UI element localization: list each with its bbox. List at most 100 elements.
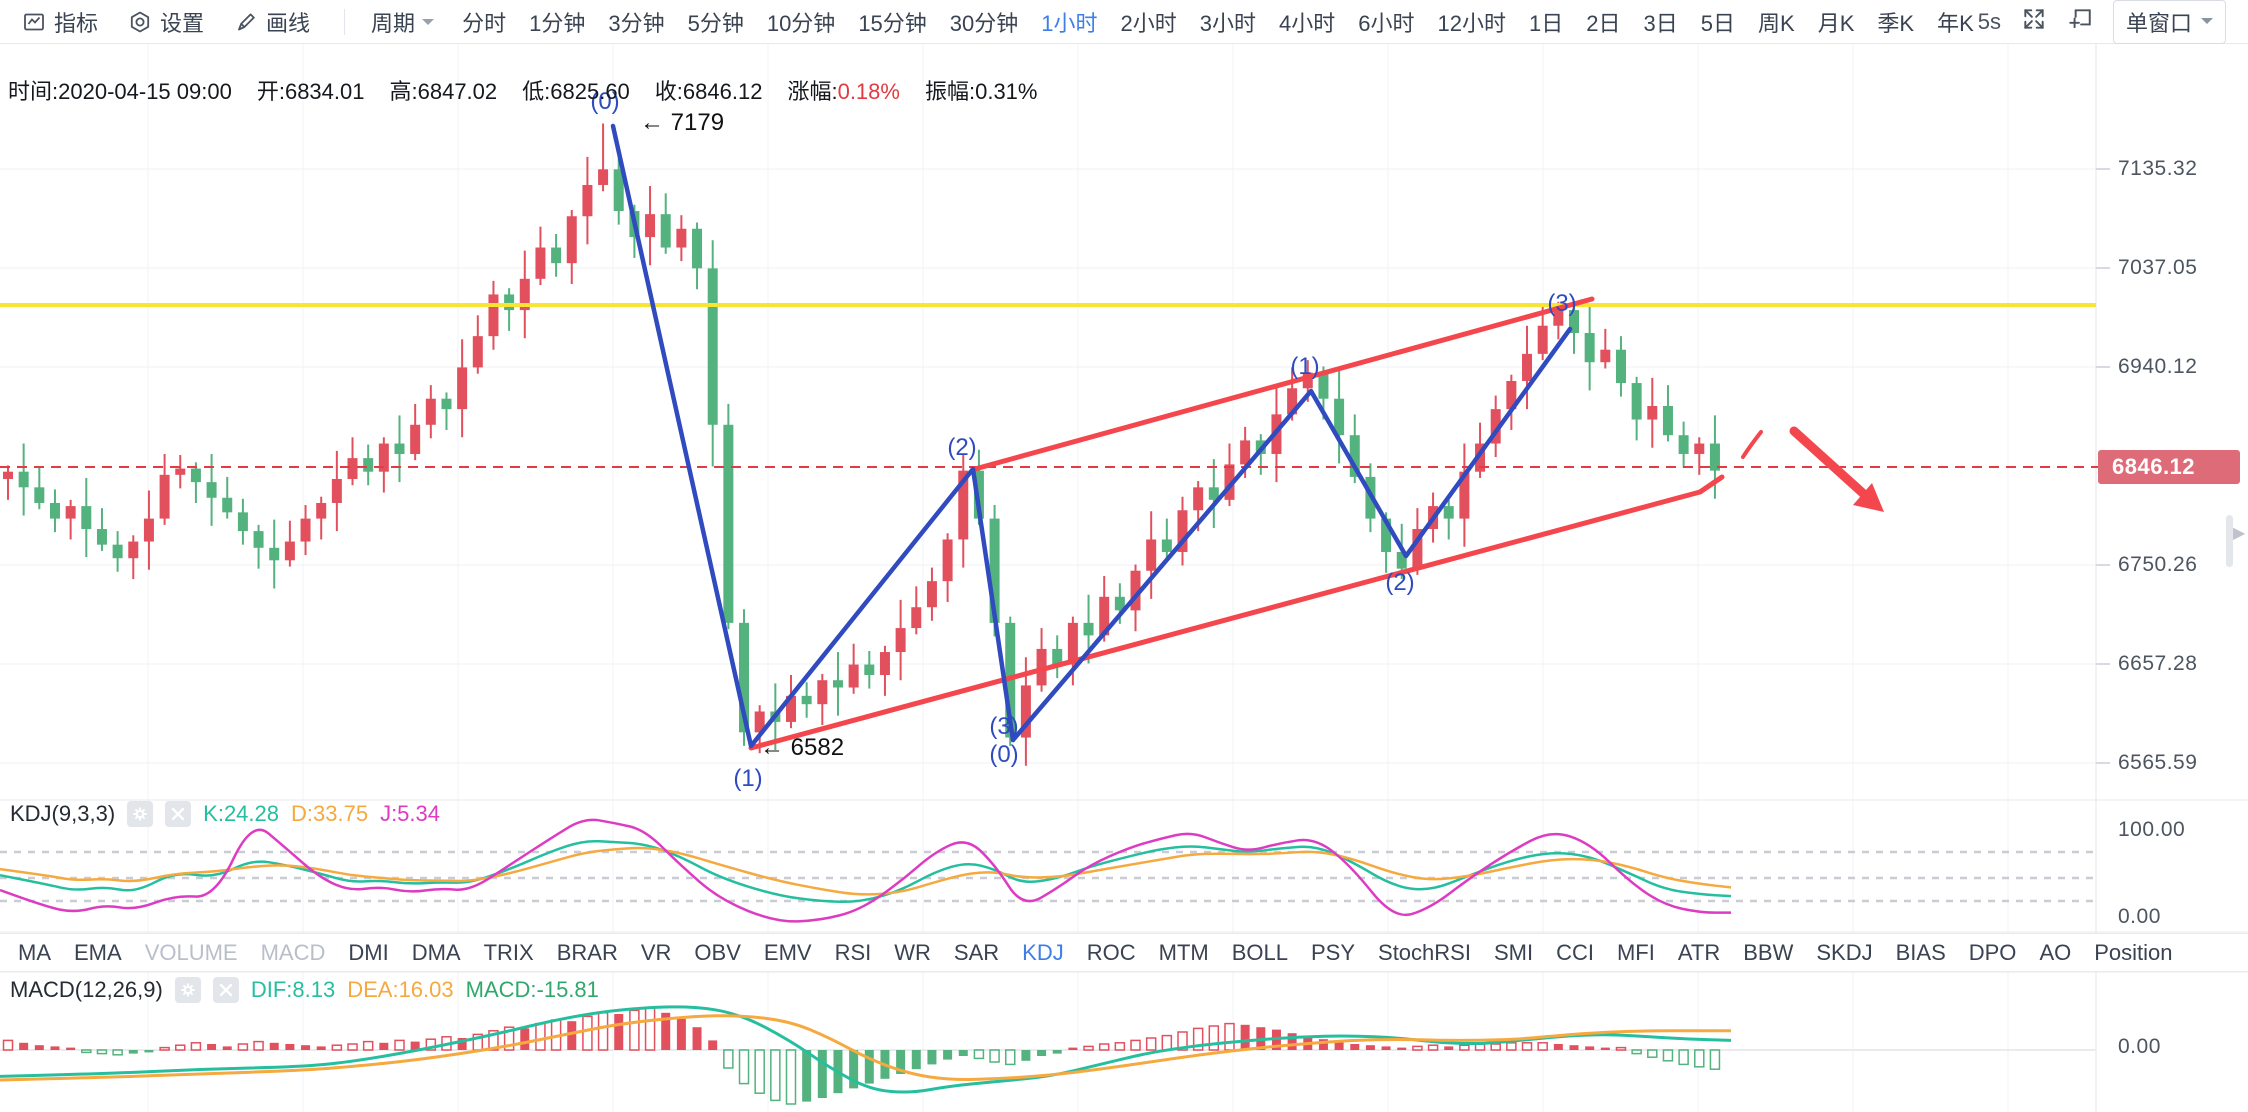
candle-body (535, 247, 546, 279)
macd-histogram-bar (754, 1049, 765, 1094)
indicator-tool-button[interactable]: 指标 (22, 6, 98, 38)
tab-psy[interactable]: PSY (1310, 939, 1356, 965)
timeframe-年K[interactable]: 年K (1937, 10, 1974, 36)
timeframe-2小时[interactable]: 2小时 (1120, 10, 1177, 36)
tab-emv[interactable]: EMV (763, 939, 812, 965)
tab-roc[interactable]: ROC (1086, 939, 1136, 965)
timeframe-12小时[interactable]: 12小时 (1437, 10, 1507, 36)
scroll-right-icon[interactable]: ▶ (2233, 525, 2246, 542)
wave-label: (3) (989, 713, 1018, 740)
settings-tool-button[interactable]: 设置 (128, 6, 204, 38)
timeframe-15分钟[interactable]: 15分钟 (858, 10, 927, 36)
timeframe-2日[interactable]: 2日 (1586, 10, 1621, 36)
fullscreen-icon[interactable] (2021, 6, 2047, 38)
timeframe-4小时[interactable]: 4小时 (1279, 10, 1336, 36)
tab-ao[interactable]: AO (2039, 939, 2072, 965)
wave-label: (2) (1385, 569, 1414, 596)
macd-histogram-bar (770, 1049, 781, 1102)
candle-body (598, 169, 609, 185)
right-scrollbar[interactable] (2226, 515, 2233, 567)
candle-body (143, 518, 154, 542)
macd-histogram-bar (1083, 1045, 1094, 1051)
timeframe-3分钟[interactable]: 3分钟 (608, 10, 665, 36)
timeframe-1小时[interactable]: 1小时 (1041, 10, 1098, 36)
timeframe-5分钟[interactable]: 5分钟 (687, 10, 744, 36)
candle-body (394, 443, 405, 454)
macd-histogram-bar (379, 1042, 389, 1050)
tab-atr[interactable]: ATR (1677, 939, 1721, 965)
timeframe-30分钟[interactable]: 30分钟 (949, 10, 1019, 36)
period-dropdown[interactable]: 周期 (371, 6, 435, 38)
window-mode-button[interactable]: 单窗口 (2112, 0, 2226, 44)
tab-cci[interactable]: CCI (1556, 939, 1594, 965)
timeframe-1分钟[interactable]: 1分钟 (529, 10, 586, 36)
kdj-close-button[interactable] (165, 801, 192, 827)
tab-vr[interactable]: VR (640, 939, 672, 965)
timeframe-分时[interactable]: 分时 (462, 10, 507, 36)
tab-smi[interactable]: SMI (1493, 939, 1534, 965)
macd-histogram-bar (1600, 1047, 1610, 1050)
timeframe-3小时[interactable]: 3小时 (1199, 10, 1257, 36)
indicator-axis-label: 0.00 (2118, 1035, 2161, 1058)
tab-boll[interactable]: BOLL (1231, 939, 1288, 965)
candle-body (1334, 398, 1345, 436)
tab-skdj[interactable]: SKDJ (1816, 939, 1873, 965)
indicator-axis-label: 100.00 (2118, 818, 2186, 841)
tab-kdj[interactable]: KDJ (1022, 939, 1064, 965)
tab-mtm[interactable]: MTM (1158, 939, 1209, 965)
macd-histogram-bar (1381, 1046, 1391, 1050)
tab-dpo[interactable]: DPO (1968, 939, 2017, 965)
macd-histogram-bar (1444, 1046, 1454, 1050)
timeframe-5日[interactable]: 5日 (1700, 10, 1736, 36)
candle-body (1694, 443, 1705, 454)
timeframe-季K[interactable]: 季K (1877, 10, 1915, 36)
macd-histogram-bar (222, 1046, 232, 1050)
candle-body (331, 478, 342, 503)
macd-histogram-bar (1098, 1043, 1110, 1051)
candle-body (519, 278, 530, 311)
tab-position[interactable]: Position (2094, 939, 2173, 965)
timeframe-周K[interactable]: 周K (1758, 10, 1795, 36)
candle-body (660, 214, 671, 248)
macd-histogram-bar (253, 1040, 264, 1051)
candle-body (159, 474, 170, 519)
tab-macd[interactable]: MACD (260, 939, 326, 965)
tab-volume[interactable]: VOLUME (144, 939, 238, 965)
tab-ma[interactable]: MA (18, 939, 51, 965)
period-label: 周期 (371, 10, 416, 36)
macd-histogram-bar (96, 1049, 108, 1055)
tab-wr[interactable]: WR (894, 939, 931, 965)
kdj-settings-button[interactable] (127, 801, 154, 827)
add-pane-icon[interactable] (2067, 6, 2093, 38)
timeframe-1日[interactable]: 1日 (1529, 10, 1564, 36)
tab-stochrsi[interactable]: StochRSI (1378, 939, 1471, 965)
macd-histogram-bar (785, 1049, 797, 1105)
candle-body (65, 506, 76, 519)
elliott-wave-line (1010, 326, 1573, 743)
timeframe-3日[interactable]: 3日 (1643, 10, 1678, 36)
draw-line-tool-button[interactable]: 画线 (234, 6, 310, 38)
tab-sar[interactable]: SAR (953, 939, 1000, 965)
tab-mfi[interactable]: MFI (1616, 939, 1655, 965)
candle-body (817, 680, 828, 705)
macd-close-button[interactable] (212, 977, 239, 1003)
tab-obv[interactable]: OBV (694, 939, 741, 965)
settings-icon (128, 10, 152, 34)
timeframe-10分钟[interactable]: 10分钟 (766, 10, 836, 36)
timeframe-6小时[interactable]: 6小时 (1358, 10, 1415, 36)
tab-trix[interactable]: TRIX (483, 939, 534, 965)
macd-panel-header: MACD(12,26,9) DIF:8.13 DEA:16.03 MACD:-1… (10, 977, 599, 1003)
macd-settings-button[interactable] (174, 977, 201, 1003)
macd-histogram-bar (629, 1009, 640, 1051)
tab-rsi[interactable]: RSI (834, 939, 872, 965)
candle-body (613, 169, 624, 212)
tab-bias[interactable]: BIAS (1895, 939, 1946, 965)
timeframe-月K[interactable]: 月K (1817, 10, 1855, 36)
tab-dmi[interactable]: DMI (348, 939, 389, 965)
tab-brar[interactable]: BRAR (556, 939, 618, 965)
tab-bbw[interactable]: BBW (1743, 939, 1794, 965)
candle-body (566, 216, 577, 264)
tab-dma[interactable]: DMA (411, 939, 461, 965)
tab-ema[interactable]: EMA (74, 939, 122, 965)
